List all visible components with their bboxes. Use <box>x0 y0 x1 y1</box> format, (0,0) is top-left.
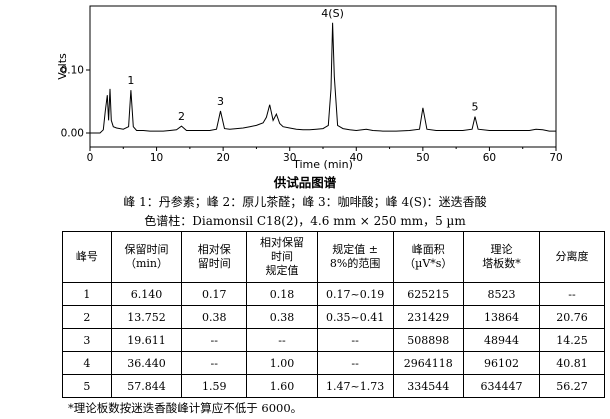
table-cell: 5 <box>62 374 112 398</box>
chromatogram-trace <box>90 22 556 134</box>
table-cell: 2964118 <box>392 351 465 375</box>
table-cell: 20.76 <box>538 305 606 329</box>
table-cell: -- <box>538 282 606 306</box>
table-cell: 508898 <box>392 328 465 352</box>
table-cell: 40.81 <box>538 351 606 375</box>
figure-title: 供试品图谱 <box>273 175 337 190</box>
x-tick-label: 0 <box>87 152 94 164</box>
table-cell: -- <box>181 351 248 375</box>
table-row: 3 19.611 -- -- -- 508898 48944 14.25 <box>62 328 606 352</box>
y-tick-label: 0.00 <box>61 128 84 140</box>
table-cell: 0.38 <box>181 305 248 329</box>
table-header-row: 峰号 保留时间 （min） 相对保 留时间 相对保留 时间 规定值 规定值 ±8%的范围… <box>62 231 606 283</box>
table-cell: 0.17~0.19 <box>316 282 394 306</box>
table-cell: 1.47~1.73 <box>316 374 394 398</box>
table-cell: 1.60 <box>246 374 318 398</box>
peak-label: 3 <box>217 95 224 108</box>
peak-label: 2 <box>178 110 185 123</box>
table-row: 4 36.440 -- 1.00 -- 2964118 96102 40.81 <box>62 351 606 375</box>
y-axis-ticks: 0.00 0.10 <box>61 65 90 140</box>
peak-label: 1 <box>127 74 134 87</box>
table-cell: 1.00 <box>246 351 318 375</box>
x-tick-label: 50 <box>416 152 429 164</box>
header-peak-area: 峰面积 （µV*s） <box>392 231 465 283</box>
table-cell: 2 <box>62 305 112 329</box>
table-cell: -- <box>316 351 394 375</box>
table-cell: 231429 <box>392 305 465 329</box>
header-relative-retention: 相对保 留时间 <box>181 231 248 283</box>
header-relative-retention-spec: 相对保留 时间 规定值 <box>246 231 318 283</box>
table-cell: 334544 <box>392 374 465 398</box>
column-legend: 色谱柱：Diamonsil C18(2)，4.6 mm × 250 mm，5 µ… <box>144 214 466 228</box>
table-cell: 13864 <box>463 305 540 329</box>
table-footnote: *理论板数按迷迭香酸峰计算应不低于 6000。 <box>68 401 303 415</box>
table-cell: 1.59 <box>181 374 248 398</box>
x-tick-label: 70 <box>549 152 562 164</box>
x-axis-label: Time (min) <box>292 158 353 171</box>
table-row: 1 6.140 0.17 0.18 0.17~0.19 625215 8523 -- <box>62 282 606 306</box>
x-tick-label: 60 <box>483 152 496 164</box>
peak-labels: 1 2 3 4(S) 5 <box>127 7 478 123</box>
table-cell: 0.38 <box>246 305 318 329</box>
table-cell: 6.140 <box>110 282 183 306</box>
y-tick-label: 0.10 <box>61 65 84 77</box>
table-cell: -- <box>181 328 248 352</box>
results-table: 峰号 保留时间 （min） 相对保 留时间 相对保留 时间 规定值 规定值 ±8%的范围… <box>62 231 606 398</box>
table-cell: 0.18 <box>246 282 318 306</box>
table-cell: 13.752 <box>110 305 183 329</box>
table-cell: 14.25 <box>538 328 606 352</box>
table-cell: 96102 <box>463 351 540 375</box>
table-row: 5 57.844 1.59 1.60 1.47~1.73 334544 634447 56.2… <box>62 374 606 398</box>
peak-legend: 峰 1：丹参素；峰 2：原儿茶醛；峰 3：咖啡酸；峰 4(S)：迷迭香酸 <box>123 195 487 209</box>
header-resolution: 分离度 <box>538 231 606 283</box>
plot-frame <box>89 5 557 148</box>
table-cell: -- <box>316 328 394 352</box>
peak-label: 5 <box>472 101 479 114</box>
x-tick-label: 40 <box>350 152 363 164</box>
chart-axes <box>89 5 557 148</box>
chromatogram-chart: 0 10 20 30 40 50 60 70 0.00 0.10 1 2 3 4(S) 5 Time (… <box>56 5 563 171</box>
table-cell: 0.17 <box>181 282 248 306</box>
table-row: 2 13.752 0.38 0.38 0.35~0.41 231429 13864 20.76 <box>62 305 606 329</box>
table-cell: 1 <box>62 282 112 306</box>
table-cell: -- <box>246 328 318 352</box>
table-cell: 56.27 <box>538 374 606 398</box>
peak-label: 4(S) <box>321 7 344 20</box>
y-axis-label: Volts <box>56 53 69 80</box>
table-cell: 8523 <box>463 282 540 306</box>
header-peak-no: 峰号 <box>62 231 112 283</box>
header-theoretical-plates: 理论 塔板数* <box>463 231 540 283</box>
table-cell: 3 <box>62 328 112 352</box>
table-cell: 48944 <box>463 328 540 352</box>
x-axis-ticks: 0 10 20 30 40 50 60 70 <box>87 147 563 164</box>
table-cell: 36.440 <box>110 351 183 375</box>
table-cell: 19.611 <box>110 328 183 352</box>
header-spec-range: 规定值 ±8%的范围 <box>316 231 394 283</box>
x-tick-label: 10 <box>150 152 163 164</box>
table-cell: 625215 <box>392 282 465 306</box>
x-tick-label: 20 <box>216 152 229 164</box>
x-tick-label: 30 <box>283 152 296 164</box>
table-cell: 0.35~0.41 <box>316 305 394 329</box>
table-cell: 57.844 <box>110 374 183 398</box>
header-retention-time: 保留时间 （min） <box>110 231 183 283</box>
table-cell: 634447 <box>463 374 540 398</box>
table-cell: 4 <box>62 351 112 375</box>
